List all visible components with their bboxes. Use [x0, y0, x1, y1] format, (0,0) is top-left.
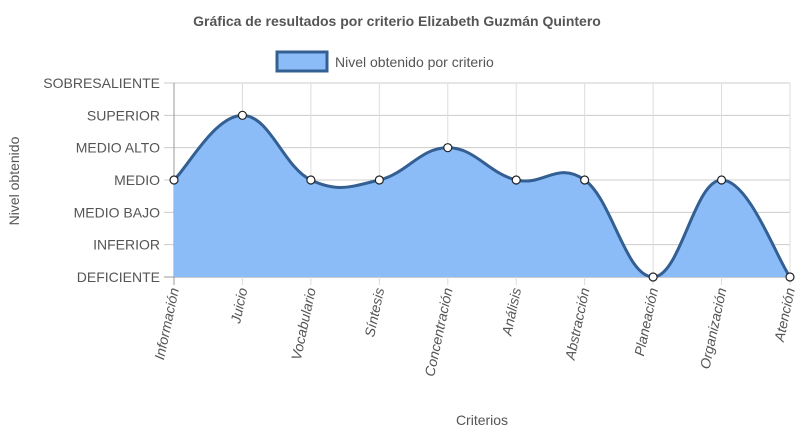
data-point[interactable] [169, 175, 179, 185]
y-tick-label: SUPERIOR [87, 107, 160, 123]
x-tick-label: Atención [771, 286, 795, 344]
data-point[interactable] [716, 175, 727, 185]
y-tick-label: MEDIO [114, 172, 160, 188]
data-points [169, 110, 795, 282]
x-tick-label: Abstracción [562, 286, 593, 362]
x-tick-label: Planeación [631, 286, 661, 357]
x-tick-label: Concentración [421, 286, 455, 378]
x-tick-label: Síntesis [361, 286, 387, 338]
series-line [172, 113, 792, 279]
y-tick-label: SOBRESALIENTE [43, 75, 160, 91]
y-tick-label: INFERIOR [93, 237, 160, 253]
x-tick-label: Vocabulario [288, 286, 319, 361]
data-point[interactable] [237, 110, 248, 120]
x-tick-label: Organización [697, 286, 730, 370]
data-point[interactable] [511, 175, 521, 185]
series-area-fill [174, 115, 790, 277]
x-tick-label: Juicio [227, 286, 250, 326]
x-axis-label: Criterios [456, 412, 508, 428]
chart-title: Gráfica de resultados por criterio Eliza… [193, 13, 601, 29]
y-axis-label: Nivel obtenido [6, 136, 22, 225]
y-axis-ticks: DEFICIENTE INFERIOR MEDIO BAJO MEDIO MEDIO A… [43, 75, 160, 285]
y-tick-label: DEFICIENTE [77, 269, 160, 285]
legend-label: Nivel obtenido por criterio [335, 54, 494, 70]
data-point[interactable] [443, 143, 453, 153]
legend[interactable]: Nivel obtenido por criterio [275, 50, 494, 73]
x-axis-ticks: Información Juicio Vocabulario Síntesis Conc… [151, 286, 795, 378]
data-point[interactable] [374, 175, 384, 185]
legend-swatch [275, 50, 329, 73]
y-tick-label: MEDIO BAJO [74, 204, 160, 220]
data-point[interactable] [785, 272, 795, 282]
data-point[interactable] [306, 175, 316, 185]
x-tick-label: Información [151, 286, 182, 361]
x-tick-label: Análisis [498, 286, 524, 338]
data-point[interactable] [580, 175, 590, 185]
data-point[interactable] [648, 272, 658, 282]
y-tick-label: MEDIO ALTO [76, 140, 160, 156]
